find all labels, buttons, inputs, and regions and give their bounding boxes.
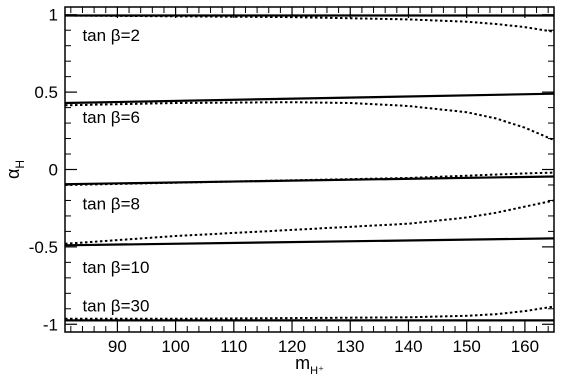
series-solid-line-3 [64, 237, 555, 247]
series-solid-line-1 [64, 92, 555, 105]
series-dotted-line-3 [64, 199, 555, 245]
x-tick-label: 130 [336, 337, 364, 356]
y-tick-label: -1 [43, 315, 58, 334]
series-label-4: tan β=30 [82, 297, 149, 316]
x-tick-label: 110 [220, 337, 247, 356]
plot-frame [64, 6, 555, 333]
lines-layer [64, 14, 555, 322]
x-tick-label: 150 [452, 337, 480, 356]
y-tick-label: 0 [49, 161, 58, 180]
y-axis-title-main: α [3, 169, 23, 179]
series-label-1: tan β=6 [82, 108, 140, 127]
y-axis-title-sub: H [13, 160, 27, 169]
series-dotted-line-1 [64, 101, 555, 142]
x-tick-label: 140 [394, 337, 422, 356]
x-axis-title-main: m [295, 353, 310, 373]
x-tick-label: 90 [108, 337, 127, 356]
labels-layer: 90 100 110 120 130 140 150 160 1 0.5 0 -0.5 -1 tan β=… [29, 6, 539, 356]
series-solid-line-2 [64, 175, 555, 186]
x-tick-label: 100 [161, 337, 189, 356]
series-dotted-line-4 [65, 305, 555, 320]
x-tick-label: 120 [278, 337, 306, 356]
y-tick-label: 0.5 [34, 83, 58, 102]
y-tick-label: -0.5 [29, 238, 58, 257]
y-axis-title: αH [3, 160, 27, 179]
x-tick-label: 160 [511, 337, 539, 356]
series-label-3: tan β=10 [82, 258, 149, 277]
series-label-0: tan β=2 [82, 26, 140, 45]
series-label-2: tan β=8 [82, 195, 140, 214]
x-axis-title-sub: H⁺ [310, 365, 324, 376]
x-axis-title: mH⁺ [295, 353, 324, 376]
y-tick-label: 1 [49, 6, 58, 25]
ticks-layer [65, 7, 554, 332]
